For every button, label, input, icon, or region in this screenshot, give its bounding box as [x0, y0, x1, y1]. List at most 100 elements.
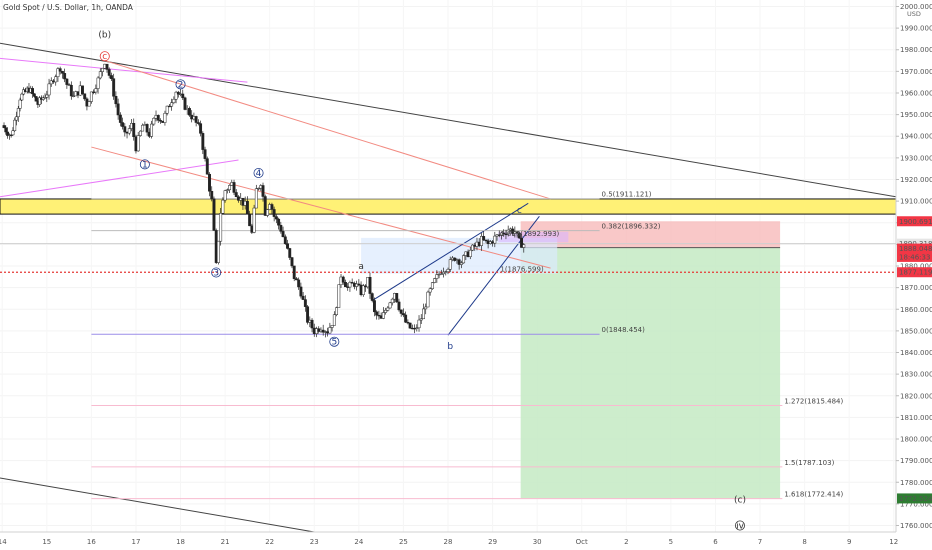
price-label-box	[897, 216, 932, 227]
candle-body	[330, 325, 334, 328]
candle-body	[419, 318, 423, 321]
candle-body	[34, 96, 38, 102]
candle-body	[83, 93, 87, 100]
fib-label: 1.618(1772.414)	[784, 491, 843, 499]
candle-body	[415, 327, 419, 329]
time-tick-label: 22	[265, 538, 274, 546]
candle-body	[277, 218, 281, 226]
wave-label: (b)	[98, 31, 111, 41]
candle-body	[341, 276, 345, 283]
magenta-line	[0, 159, 239, 198]
candle-body	[457, 259, 461, 265]
time-tick-label: 28	[444, 538, 453, 546]
candle-body	[20, 93, 24, 101]
candle-body	[96, 77, 100, 89]
candle-body	[294, 278, 298, 281]
candle-body	[471, 244, 474, 251]
candle-body	[245, 200, 249, 215]
wave-marker-circle	[99, 51, 110, 62]
candle-body	[263, 196, 267, 216]
candle-body	[174, 91, 178, 100]
candle-body	[292, 265, 296, 279]
candle-body	[446, 269, 450, 272]
candle-body	[11, 130, 15, 136]
candle-body	[511, 228, 515, 234]
price-tick-label: 1960.000	[900, 89, 932, 97]
candle-body	[357, 283, 361, 286]
magenta-line	[0, 57, 248, 83]
time-tick-label: 18	[176, 538, 185, 546]
candle-body	[453, 257, 457, 261]
chart-title: Gold Spot / U.S. Dollar, 1h, OANDA	[3, 3, 133, 12]
candle-body	[442, 271, 445, 275]
fib-label: 1(1876.599)	[500, 265, 544, 273]
price-tick-label: 1910.000	[900, 198, 932, 206]
price-label-box	[897, 251, 932, 262]
candle-body	[395, 293, 399, 303]
time-tick-label: 12	[889, 538, 898, 546]
candle-body	[482, 236, 486, 241]
price-tick-label: 1980.000	[900, 46, 932, 54]
candle-body	[279, 224, 283, 232]
candle-body	[43, 97, 47, 99]
candle-body	[81, 85, 84, 95]
candle-body	[290, 257, 294, 267]
candle-body	[132, 123, 136, 137]
candle-body	[116, 103, 120, 116]
candle-body	[203, 149, 207, 159]
candle-body	[109, 75, 113, 79]
price-label: 1888.048	[899, 245, 932, 253]
candle-body	[401, 313, 405, 316]
candle-body	[98, 71, 102, 79]
wave-label: 4	[256, 169, 262, 179]
candle-body	[188, 108, 191, 116]
candle-body	[156, 115, 160, 121]
candle-body	[344, 282, 347, 288]
candle-body	[225, 189, 229, 191]
candle-body	[375, 311, 379, 316]
candle-body	[60, 71, 64, 74]
channel-lower	[447, 215, 540, 336]
candle-body	[372, 300, 376, 313]
wave-label: 1	[142, 160, 148, 170]
candle-body	[301, 295, 305, 300]
time-tick-label: 14	[0, 538, 7, 546]
candle-body	[183, 97, 187, 110]
candle-body	[370, 293, 374, 301]
candle-body	[58, 68, 62, 72]
fib-label: 0.5(1911.121)	[602, 191, 652, 199]
candle-body	[321, 329, 325, 333]
candle-body	[72, 95, 76, 97]
candle-body	[388, 302, 392, 309]
time-tick-label: 9	[847, 538, 851, 546]
candle-body	[138, 130, 142, 136]
price-label-box	[897, 243, 932, 254]
candle-body	[56, 68, 60, 77]
lower-trendline	[0, 477, 315, 533]
wave-label: a	[358, 262, 364, 272]
candle-body	[4, 127, 8, 133]
price-tick-label: 1940.000	[900, 133, 932, 141]
candle-body	[297, 279, 301, 288]
candle-body	[406, 321, 410, 324]
price-label-box	[897, 493, 932, 504]
candle-body	[468, 249, 472, 258]
candle-body	[2, 125, 6, 128]
candle-body	[87, 101, 91, 107]
resistance-band	[0, 198, 897, 215]
candle-body	[136, 135, 140, 152]
wave-marker-circle	[211, 267, 222, 278]
candle-body	[89, 91, 93, 102]
candle-body	[150, 123, 154, 137]
candle-body	[390, 298, 394, 304]
price-tick-label: 1920.000	[900, 176, 932, 184]
candle-body	[248, 213, 252, 227]
wave-marker-circle	[329, 336, 340, 347]
candle-body	[399, 309, 403, 314]
candle-body	[194, 116, 198, 123]
time-tick-label: 30	[533, 538, 542, 546]
candle-body	[332, 314, 336, 326]
candle-body	[210, 190, 214, 200]
candle-body	[49, 80, 53, 85]
